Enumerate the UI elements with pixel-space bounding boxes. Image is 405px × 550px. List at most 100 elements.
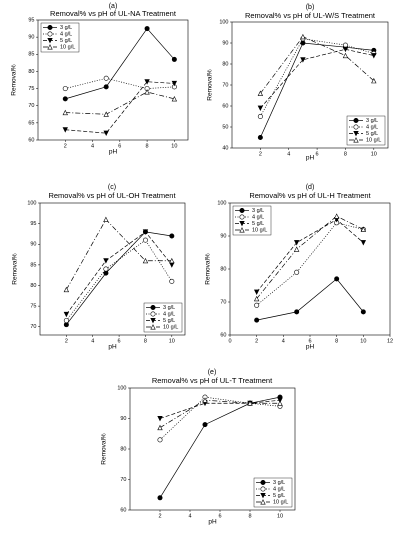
marker [157, 437, 163, 443]
x-axis-label: pH [306, 155, 315, 162]
marker [257, 90, 264, 96]
y-tick-label: 100 [117, 385, 126, 391]
x-axis-label: pH [108, 344, 117, 351]
marker [333, 213, 340, 219]
data-line [65, 91, 175, 115]
legend-label: 4 g/L [366, 124, 378, 130]
panel-label: (e) [208, 369, 217, 376]
chart-title: Removal% vs pH of UL-OH Treatment [48, 191, 176, 200]
chart-title: Removal% vs pH of UL-W/S Treatment [245, 11, 376, 20]
marker [247, 400, 253, 406]
y-tick-label: 90 [28, 35, 34, 41]
x-tick-label: 6 [308, 338, 311, 344]
data-line [260, 42, 374, 138]
data-line [159, 399, 281, 419]
marker [103, 111, 109, 117]
x-tick-label: 12 [387, 338, 393, 344]
marker [103, 258, 109, 264]
legend-marker [353, 124, 359, 130]
x-tick-label: 2 [65, 338, 68, 344]
legend-label: 3 g/L [273, 480, 285, 486]
marker [63, 311, 70, 318]
y-tick-label: 100 [217, 200, 226, 206]
y-tick-label: 100 [27, 200, 36, 206]
panel-label: (a) [109, 3, 118, 10]
marker [334, 276, 340, 282]
legend-marker [150, 311, 156, 317]
x-axis-label: pH [208, 519, 217, 526]
legend-label: 4 g/L [60, 31, 72, 37]
chart-title: Removal% vs pH of UL-NA Treatment [50, 9, 177, 18]
x-tick-label: 10 [360, 338, 366, 344]
legend-marker [260, 479, 266, 485]
x-tick-label: 4 [91, 143, 94, 149]
marker [253, 289, 260, 295]
y-tick-label: 40 [222, 145, 228, 151]
marker [371, 53, 377, 59]
legend-label: 10 g/L [366, 137, 381, 143]
legend-marker [353, 137, 359, 143]
marker [360, 240, 367, 246]
marker [294, 309, 300, 315]
y-tick-label: 60 [222, 103, 228, 109]
marker [202, 397, 208, 403]
legend-label: 10 g/L [273, 499, 288, 505]
x-axis-label: pH [306, 344, 315, 351]
marker [202, 422, 208, 428]
data-line [256, 219, 364, 293]
y-tick-label: 60 [120, 507, 126, 513]
data-line [260, 36, 375, 94]
marker [169, 257, 175, 264]
legend-label: 4 g/L [252, 214, 264, 220]
legend-marker [260, 486, 266, 492]
y-tick-label: 70 [30, 324, 36, 330]
y-tick-label: 75 [30, 304, 36, 310]
marker [371, 77, 377, 84]
marker [253, 295, 260, 302]
x-tick-label: 8 [248, 513, 251, 519]
legend-label: 5 g/L [60, 38, 72, 44]
x-tick-label: 4 [188, 513, 191, 519]
marker [142, 237, 148, 243]
marker [360, 226, 367, 232]
legend-label: 5 g/L [366, 131, 378, 137]
legend-marker [47, 38, 53, 44]
x-tick-label: 4 [91, 338, 94, 344]
marker [293, 240, 300, 246]
marker [62, 96, 68, 102]
legend-marker [260, 493, 266, 499]
x-tick-label: 6 [316, 151, 319, 157]
marker [157, 416, 163, 422]
panel: (a)Removal% vs pH of UL-NA Treatment 2 4 6 8… [11, 3, 189, 156]
legend-label: 3 g/L [366, 118, 378, 124]
y-tick-label: 90 [220, 233, 226, 239]
marker [142, 257, 149, 264]
legend-marker [260, 499, 266, 505]
x-tick-label: 10 [169, 338, 175, 344]
legend-marker [239, 227, 245, 233]
panel: (b)Removal% vs pH of UL-W/S Treatment 2 4 6… [207, 4, 389, 162]
y-tick-label: 65 [28, 120, 34, 126]
marker [103, 270, 109, 276]
data-line [256, 222, 364, 306]
plot-frame [39, 202, 186, 336]
marker [277, 397, 283, 404]
legend-label: 10 g/L [252, 227, 267, 233]
legend-marker [150, 304, 156, 310]
marker [257, 135, 263, 141]
legend-label: 3 g/L [252, 208, 264, 214]
legend-label: 4 g/L [163, 311, 175, 317]
marker [257, 114, 263, 120]
data-line [65, 81, 175, 134]
data-line [256, 278, 364, 321]
y-axis-label: Removal% [101, 433, 108, 465]
x-tick-label: 8 [344, 151, 347, 157]
marker [144, 26, 150, 32]
marker [293, 246, 300, 252]
x-tick-label: 2 [255, 338, 258, 344]
marker [171, 95, 178, 102]
y-tick-label: 90 [30, 242, 36, 248]
y-axis-label: Removal% [12, 253, 19, 285]
x-tick-label: 2 [259, 151, 262, 157]
marker [144, 89, 150, 95]
